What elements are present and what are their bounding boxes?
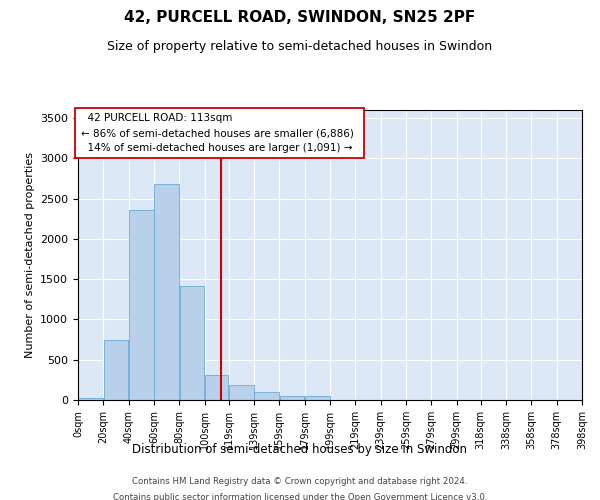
Text: Contains HM Land Registry data © Crown copyright and database right 2024.: Contains HM Land Registry data © Crown c… xyxy=(132,478,468,486)
Text: Distribution of semi-detached houses by size in Swindon: Distribution of semi-detached houses by … xyxy=(133,442,467,456)
Bar xyxy=(254,392,279,400)
Text: Contains public sector information licensed under the Open Government Licence v3: Contains public sector information licen… xyxy=(113,492,487,500)
Bar xyxy=(129,210,154,400)
Bar xyxy=(104,340,128,400)
Bar xyxy=(305,396,329,400)
Y-axis label: Number of semi-detached properties: Number of semi-detached properties xyxy=(25,152,35,358)
Bar xyxy=(205,375,229,400)
Bar xyxy=(179,286,204,400)
Text: 42, PURCELL ROAD, SWINDON, SN25 2PF: 42, PURCELL ROAD, SWINDON, SN25 2PF xyxy=(124,10,476,25)
Bar xyxy=(229,385,254,400)
Text: 42 PURCELL ROAD: 113sqm  
← 86% of semi-detached houses are smaller (6,886)
  14: 42 PURCELL ROAD: 113sqm ← 86% of semi-de… xyxy=(80,113,359,153)
Bar xyxy=(79,398,103,400)
Bar xyxy=(154,184,179,400)
Text: Size of property relative to semi-detached houses in Swindon: Size of property relative to semi-detach… xyxy=(107,40,493,53)
Bar xyxy=(280,396,304,400)
